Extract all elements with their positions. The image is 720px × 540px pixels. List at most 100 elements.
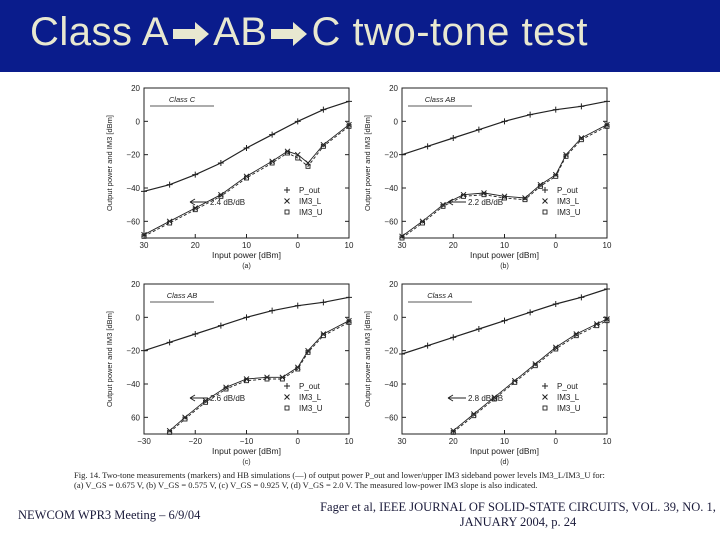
data-point-pout [294, 118, 301, 125]
x-tick-label: 20 [191, 241, 200, 250]
series-line [143, 125, 350, 237]
data-point-im3u [461, 193, 466, 199]
y-tick-label: −60 [384, 413, 398, 422]
y-tick-label: −60 [126, 217, 140, 226]
data-point-im3u [244, 378, 249, 384]
data-point-pout [578, 294, 585, 301]
data-point-pout [578, 103, 585, 110]
x-tick-label: −30 [137, 437, 151, 446]
data-point-im3u [295, 155, 301, 161]
x-tick-label: −20 [188, 437, 202, 446]
data-point-im3u [223, 386, 229, 392]
plot-frame [143, 283, 350, 435]
series-line [401, 125, 608, 239]
slope-arrow-icon [447, 394, 466, 402]
series-line [401, 124, 608, 237]
legend-entry: IM3_L [557, 197, 580, 206]
legend-marker-plus-icon [284, 187, 290, 193]
y-tick-label: −40 [384, 184, 398, 193]
data-point-pout [141, 188, 147, 195]
right-arrow-icon [271, 22, 308, 47]
x-tick-label: 20 [449, 437, 458, 446]
data-point-im3u [563, 153, 569, 159]
x-axis-label: Input power [dBm] [212, 250, 281, 260]
panel-label: (a) [242, 263, 251, 270]
data-point-pout [166, 339, 173, 346]
legend-entry: P_out [299, 186, 321, 195]
legend-entry: IM3_U [299, 404, 323, 413]
data-point-im3u [537, 183, 543, 189]
data-point-im3u [203, 399, 208, 405]
title-part-2: AB [213, 10, 268, 54]
legend-entry: IM3_L [299, 197, 322, 206]
caption-line-1: Fig. 14. Two-tone measurements (markers)… [74, 470, 605, 480]
legend-marker-square-icon [284, 209, 290, 215]
data-point-im3u [553, 173, 559, 179]
y-tick-label: 20 [131, 84, 140, 93]
legend-marker-cross-icon [542, 394, 548, 400]
plot-frame [401, 87, 608, 239]
data-point-im3u [346, 319, 352, 325]
data-point-im3u [167, 220, 173, 226]
data-point-pout [552, 301, 559, 307]
x-tick-label: 0 [296, 241, 301, 250]
data-point-im3u [192, 207, 198, 213]
data-point-pout [320, 106, 327, 113]
data-point-im3u [512, 379, 518, 385]
data-point-pout [604, 286, 610, 292]
footer-citation: Fager et al, IEEE JOURNAL OF SOLID-STATE… [318, 500, 718, 530]
y-tick-label: −40 [126, 184, 140, 193]
x-tick-label: 10 [242, 241, 251, 250]
legend-marker-plus-icon [542, 187, 548, 193]
data-point-im3u [141, 233, 147, 239]
y-tick-label: −40 [126, 380, 140, 389]
x-axis-label: Input power [dBm] [212, 446, 281, 456]
data-point-im3u [346, 123, 352, 129]
data-point-pout [269, 307, 276, 314]
data-point-pout [424, 342, 431, 349]
data-point-im3u [167, 429, 173, 435]
data-point-im3u [522, 197, 528, 203]
slope-label: 2.6 dB/dB [210, 394, 245, 403]
legend-marker-square-icon [284, 405, 290, 411]
figure-two-tone-panels: 20 0 −20 −40 −60 30 20 10 0 10 Input power [dBm] (a… [96, 78, 651, 500]
legend-marker-square-icon [542, 405, 548, 411]
data-point-im3u [481, 192, 487, 198]
data-point-im3u [491, 396, 497, 402]
data-point-im3u [553, 346, 559, 352]
right-arrow-icon [173, 22, 210, 47]
data-point-pout [527, 309, 534, 316]
y-tick-label: −20 [384, 347, 398, 356]
data-point-im3u [244, 175, 249, 181]
x-tick-label: 0 [554, 241, 559, 250]
data-point-im3u [218, 193, 224, 199]
data-point-im3u [420, 220, 425, 226]
legend-entry: IM3_U [299, 208, 323, 217]
slope-arrow-icon [189, 394, 208, 402]
y-tick-label: −20 [126, 151, 140, 160]
data-point-pout [604, 98, 610, 105]
legend-entry: P_out [557, 186, 579, 195]
data-point-im3u [399, 235, 405, 241]
panel-label: (b) [500, 263, 509, 270]
x-tick-label: 10 [500, 241, 509, 250]
data-point-im3u [182, 416, 188, 422]
legend-entry: P_out [299, 382, 321, 391]
y-tick-label: 20 [131, 280, 140, 289]
y-tick-label: −20 [384, 151, 398, 160]
data-point-pout [527, 111, 534, 118]
x-tick-label: 0 [296, 437, 301, 446]
y-tick-label: 20 [389, 280, 398, 289]
data-point-pout [192, 171, 199, 178]
figure-caption: Fig. 14. Two-tone measurements (markers)… [74, 470, 654, 490]
y-tick-label: −20 [126, 347, 140, 356]
slope-label: 2.2 dB/dB [468, 198, 503, 207]
data-point-im3u [532, 363, 538, 369]
x-tick-label: 30 [398, 437, 407, 446]
data-point-im3u [450, 429, 456, 435]
data-point-pout [346, 294, 352, 301]
data-point-pout [475, 126, 482, 133]
data-point-pout [217, 160, 224, 166]
